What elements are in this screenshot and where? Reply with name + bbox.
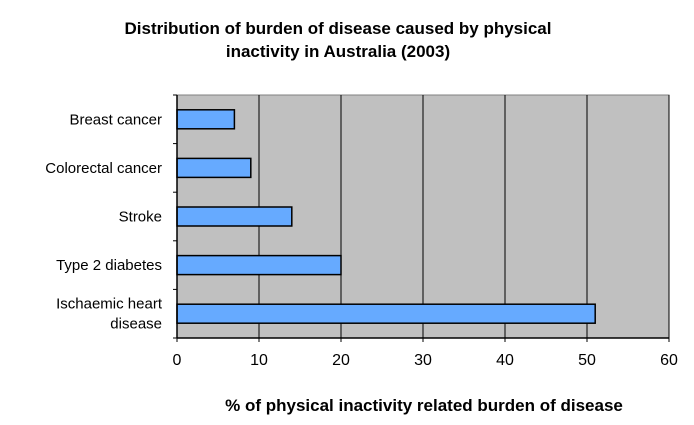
bars: [176, 109, 596, 324]
y-tick-label: Breast cancer: [69, 111, 162, 128]
x-tick-label: 50: [578, 352, 596, 369]
x-tick-label: 10: [250, 352, 268, 369]
y-tick-label: Ischaemic heart: [56, 296, 163, 313]
x-axis-labels: 0 10 20 30 40 50 60: [173, 352, 678, 369]
bar: [176, 206, 293, 227]
gridlines: [258, 95, 670, 338]
y-tick-label: Stroke: [119, 209, 162, 226]
bar: [176, 157, 252, 179]
bar: [176, 303, 596, 324]
chart-title-line-1: Distribution of burden of disease caused…: [125, 19, 552, 38]
x-tick-label: 0: [173, 352, 182, 369]
bar: [176, 109, 236, 130]
bar: [176, 254, 342, 276]
y-tick-label: Colorectal cancer: [45, 160, 162, 177]
x-tick-label: 40: [496, 352, 514, 369]
x-tick-label: 30: [414, 352, 432, 369]
y-tick-label: disease: [110, 316, 162, 333]
x-tick-label: 60: [660, 352, 678, 369]
x-tick-label: 20: [332, 352, 350, 369]
axes: [173, 94, 670, 342]
y-axis-labels: Breast cancer Colorectal cancer Stroke Type…: [45, 111, 163, 332]
y-tick-label: Type 2 diabetes: [56, 257, 162, 274]
x-axis-title: % of physical inactivity related burden …: [225, 396, 623, 415]
chart-title-line-2: inactivity in Australia (2003): [226, 42, 450, 61]
